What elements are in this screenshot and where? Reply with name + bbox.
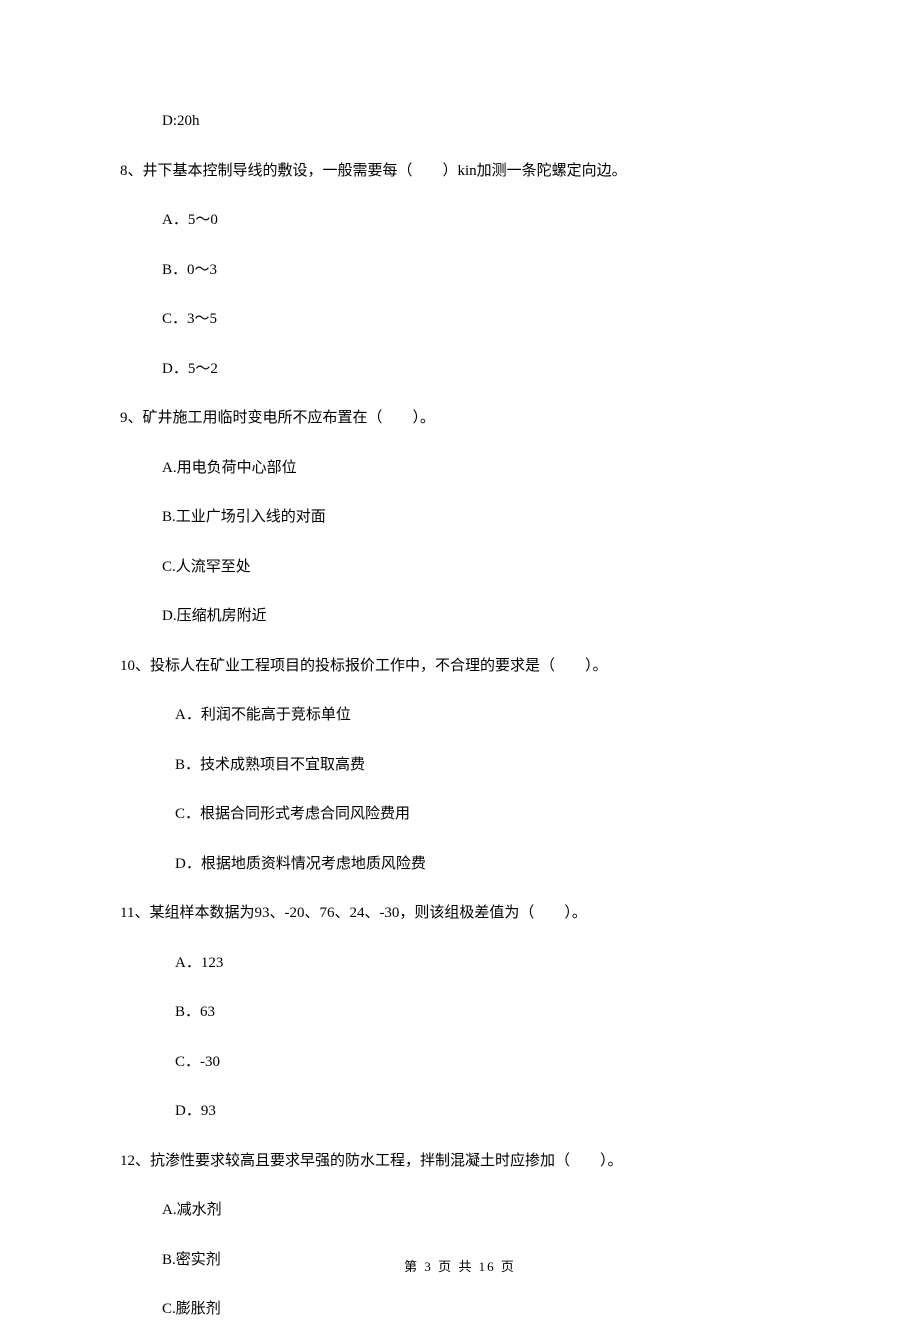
page-footer: 第 3 页 共 16 页 — [0, 1256, 920, 1275]
q8-option-d: D．5～2 — [120, 358, 800, 381]
q9-option-d: D.压缩机房附近 — [120, 605, 800, 628]
q9-option-b: B.工业广场引入线的对面 — [120, 506, 800, 529]
q11-option-c: C．-30 — [120, 1051, 800, 1074]
q12-text: 12、抗渗性要求较高且要求早强的防水工程，拌制混凝土时应掺加（ ）。 — [120, 1150, 800, 1173]
document-content: D:20h 8、井下基本控制导线的敷设，一般需要每（ ）kin加测一条陀螺定向边… — [120, 110, 800, 1321]
q8-text: 8、井下基本控制导线的敷设，一般需要每（ ）kin加测一条陀螺定向边。 — [120, 160, 800, 183]
q9-option-a: A.用电负荷中心部位 — [120, 457, 800, 480]
q10-option-b: B．技术成熟项目不宜取高费 — [120, 754, 800, 777]
q11-option-a: A．123 — [120, 952, 800, 975]
q10-option-c: C．根据合同形式考虑合同风险费用 — [120, 803, 800, 826]
q10-text: 10、投标人在矿业工程项目的投标报价工作中，不合理的要求是（ ）。 — [120, 655, 800, 678]
q11-option-b: B．63 — [120, 1001, 800, 1024]
q10-option-d: D．根据地质资料情况考虑地质风险费 — [120, 853, 800, 876]
q9-text: 9、矿井施工用临时变电所不应布置在（ ）。 — [120, 407, 800, 430]
q12-option-a: A.减水剂 — [120, 1199, 800, 1222]
q11-option-d: D．93 — [120, 1100, 800, 1123]
q10-option-a: A．利润不能高于竞标单位 — [120, 704, 800, 727]
q12-option-c: C.膨胀剂 — [120, 1298, 800, 1321]
q8-option-b: B．0～3 — [120, 259, 800, 282]
q9-option-c: C.人流罕至处 — [120, 556, 800, 579]
q8-option-c: C．3～5 — [120, 308, 800, 331]
q8-option-a: A．5～0 — [120, 209, 800, 232]
q11-text: 11、某组样本数据为93、-20、76、24、-30，则该组极差值为（ ）。 — [120, 902, 800, 925]
q7-option-d: D:20h — [120, 110, 800, 133]
